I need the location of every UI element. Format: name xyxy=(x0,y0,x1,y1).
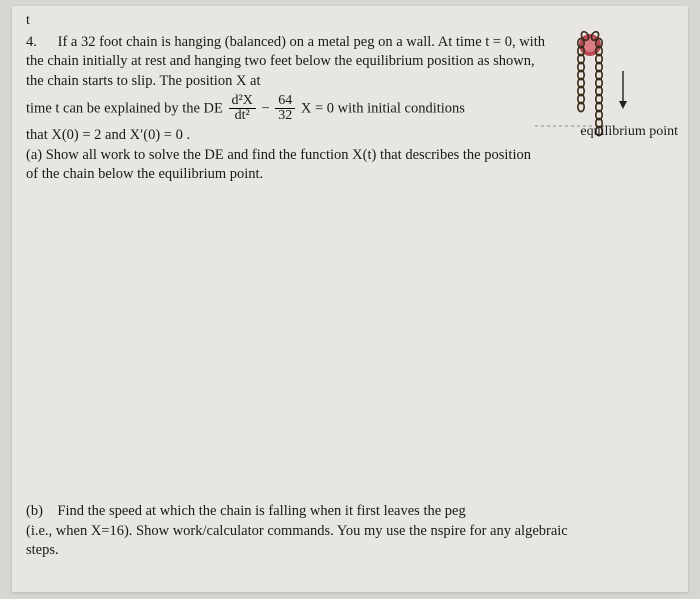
problem-4: 4. If a 32 foot chain is hanging (balanc… xyxy=(26,33,674,185)
fraction-64-32: 64 32 xyxy=(275,94,295,124)
frac1-bot: dt² xyxy=(229,109,256,124)
part-b-line-2: (i.e., when X=16). Show work/calculator … xyxy=(26,522,586,561)
intro-line-1: If a 32 foot chain is hanging (balanced)… xyxy=(58,34,435,50)
minus-sign: − xyxy=(261,100,269,116)
initial-conditions: that X(0) = 2 and X′(0) = 0 . xyxy=(26,126,546,146)
part-b: (b) Find the speed at which the chain is… xyxy=(26,502,586,561)
frac2-bot: 32 xyxy=(275,109,295,124)
de-prefix: time t can be explained by the DE xyxy=(26,100,223,116)
problem-text: 4. If a 32 foot chain is hanging (balanc… xyxy=(26,33,546,185)
problem-number: 4. xyxy=(26,33,54,53)
frac1-top: d²X xyxy=(229,94,256,110)
de-mid: X = 0 with initial conditions xyxy=(301,100,465,116)
fraction-d2x-dt2: d²X dt² xyxy=(229,94,256,124)
page: t 4. If a 32 foot chain is hanging (bala… xyxy=(12,6,688,592)
top-mark: t xyxy=(26,12,674,31)
part-b-line-1: (b) Find the speed at which the chain is… xyxy=(26,502,586,522)
chain-right xyxy=(596,38,602,135)
frac2-top: 64 xyxy=(275,94,295,110)
arrow-head-icon xyxy=(619,101,627,109)
de-line: time t can be explained by the DE d²X dt… xyxy=(26,94,546,124)
part-a: (a) Show all work to solve the DE and fi… xyxy=(26,146,546,185)
equilibrium-label: equilibrium point xyxy=(580,123,678,142)
